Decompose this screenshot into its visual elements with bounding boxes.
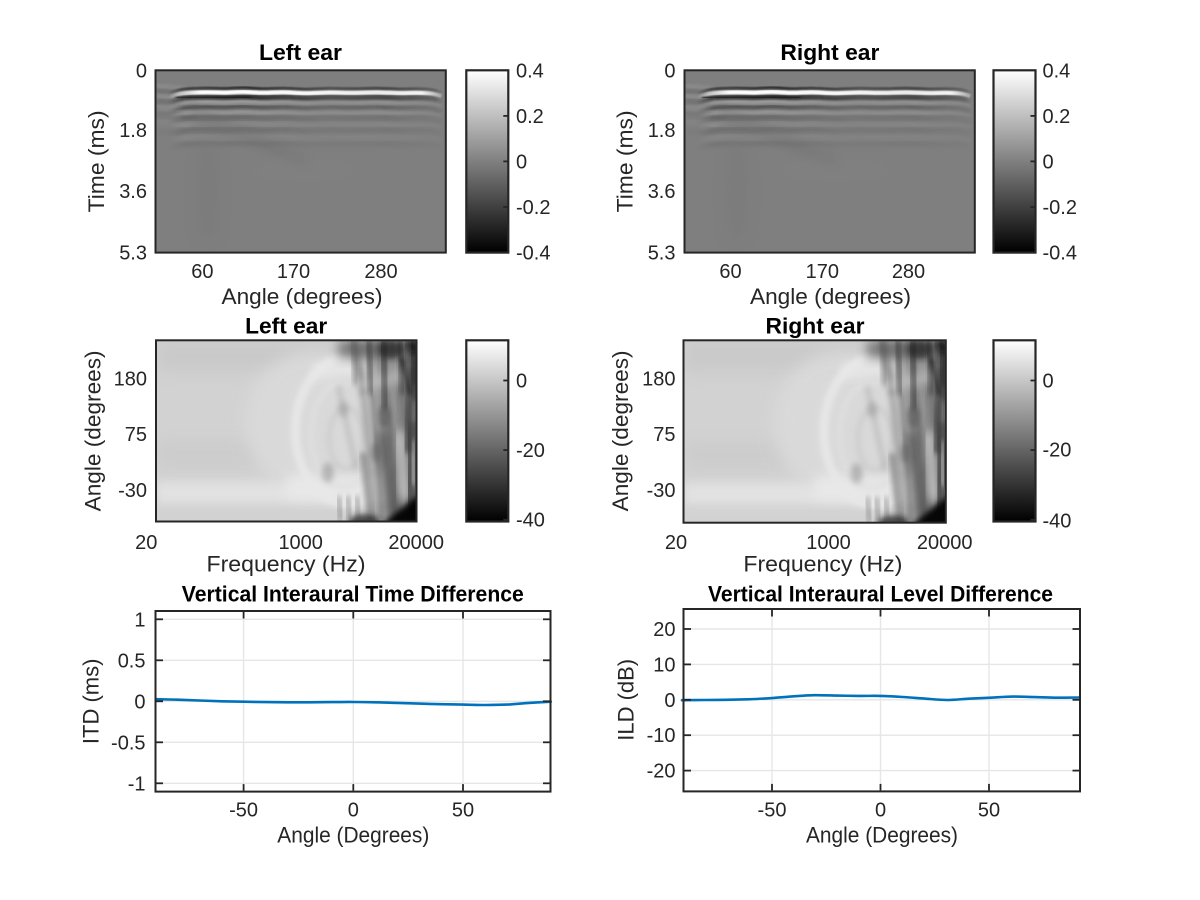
svg-text:0: 0: [1043, 151, 1054, 173]
svg-text:280: 280: [364, 261, 397, 283]
svg-text:0: 0: [664, 690, 675, 712]
svg-text:-40: -40: [516, 510, 545, 532]
svg-text:20: 20: [135, 532, 157, 554]
svg-text:1: 1: [134, 609, 145, 631]
svg-text:75: 75: [653, 424, 675, 446]
svg-text:Left ear: Left ear: [245, 314, 327, 339]
svg-text:Right ear: Right ear: [780, 40, 879, 65]
svg-text:0: 0: [1043, 371, 1054, 393]
svg-text:-0.2: -0.2: [1043, 197, 1077, 219]
svg-text:ILD (dB): ILD (dB): [613, 659, 638, 741]
svg-text:-0.4: -0.4: [1043, 243, 1077, 265]
svg-text:-50: -50: [229, 800, 258, 822]
svg-text:180: 180: [114, 369, 147, 391]
svg-text:0.4: 0.4: [516, 60, 544, 82]
svg-text:0: 0: [348, 800, 359, 822]
svg-text:Left ear: Left ear: [259, 40, 342, 65]
svg-text:0: 0: [875, 800, 886, 822]
svg-text:5.3: 5.3: [119, 243, 147, 265]
svg-text:Angle (degrees): Angle (degrees): [222, 284, 383, 309]
svg-text:0.2: 0.2: [1043, 106, 1071, 128]
svg-text:50: 50: [978, 800, 1000, 822]
svg-text:3.6: 3.6: [119, 181, 147, 203]
svg-text:0: 0: [516, 151, 527, 173]
svg-text:Vertical Interaural Time Diffe: Vertical Interaural Time Difference: [182, 582, 524, 607]
svg-text:10: 10: [653, 654, 675, 676]
svg-text:75: 75: [125, 424, 147, 446]
svg-text:0: 0: [134, 691, 145, 713]
svg-text:Angle (Degrees): Angle (Degrees): [277, 823, 429, 848]
svg-text:20: 20: [665, 532, 687, 554]
svg-text:Time (ms): Time (ms): [613, 110, 638, 212]
svg-text:Vertical Interaural Level Diff: Vertical Interaural Level Difference: [708, 582, 1053, 607]
svg-text:0.2: 0.2: [516, 106, 544, 128]
svg-text:-40: -40: [1043, 511, 1072, 533]
svg-text:Frequency (Hz): Frequency (Hz): [207, 552, 366, 577]
svg-text:60: 60: [719, 261, 741, 283]
svg-text:-20: -20: [647, 761, 676, 783]
svg-text:0: 0: [136, 60, 147, 82]
svg-text:1000: 1000: [278, 532, 323, 554]
svg-text:Angle (degrees): Angle (degrees): [81, 350, 106, 511]
svg-text:20: 20: [653, 619, 675, 641]
svg-text:170: 170: [277, 261, 310, 283]
svg-text:180: 180: [642, 369, 675, 391]
svg-text:50: 50: [452, 800, 474, 822]
svg-text:0: 0: [516, 371, 527, 393]
svg-text:Angle (degrees): Angle (degrees): [608, 350, 633, 511]
svg-text:-0.2: -0.2: [516, 197, 550, 219]
svg-text:170: 170: [806, 261, 839, 283]
svg-text:60: 60: [191, 261, 213, 283]
svg-text:5.3: 5.3: [648, 243, 676, 265]
svg-text:-30: -30: [118, 480, 147, 502]
svg-text:Angle (degrees): Angle (degrees): [750, 284, 911, 309]
svg-text:Angle (Degrees): Angle (Degrees): [806, 823, 958, 848]
svg-text:280: 280: [892, 261, 925, 283]
svg-text:-20: -20: [516, 440, 545, 462]
svg-text:1.8: 1.8: [119, 120, 147, 142]
svg-text:Time (ms): Time (ms): [84, 110, 109, 212]
svg-text:20000: 20000: [388, 532, 444, 554]
svg-text:-0.4: -0.4: [516, 243, 550, 265]
svg-text:Right ear: Right ear: [766, 314, 865, 339]
svg-text:-1: -1: [128, 773, 146, 795]
svg-text:-30: -30: [647, 480, 676, 502]
svg-text:-10: -10: [647, 725, 676, 747]
svg-text:0.4: 0.4: [1043, 60, 1071, 82]
svg-text:-20: -20: [1043, 439, 1072, 461]
svg-text:ITD (ms): ITD (ms): [78, 659, 103, 745]
svg-text:-50: -50: [758, 800, 787, 822]
svg-text:1.8: 1.8: [648, 120, 676, 142]
svg-text:20000: 20000: [917, 532, 973, 554]
svg-text:1000: 1000: [806, 532, 851, 554]
svg-text:-0.5: -0.5: [111, 732, 145, 754]
svg-text:Frequency (Hz): Frequency (Hz): [743, 552, 902, 577]
svg-text:0.5: 0.5: [118, 650, 146, 672]
svg-text:3.6: 3.6: [648, 181, 676, 203]
svg-text:0: 0: [664, 60, 675, 82]
